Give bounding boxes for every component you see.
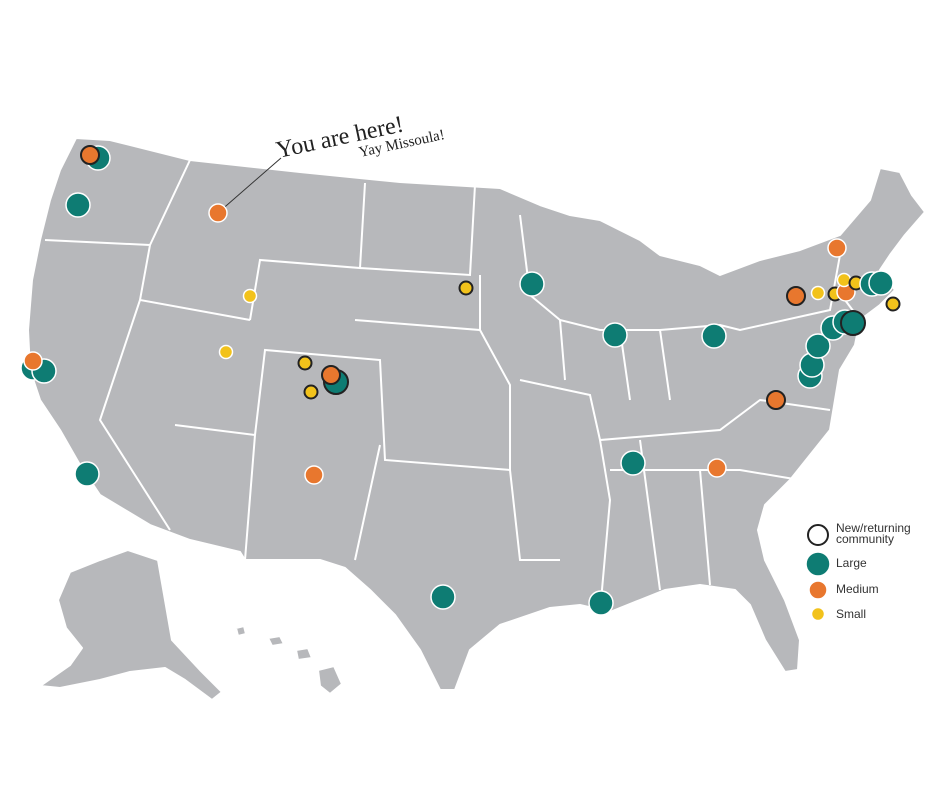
legend-label: Large	[836, 556, 867, 570]
legend-label: New/returning community	[836, 521, 911, 546]
community-dot	[458, 280, 474, 296]
land	[27, 137, 926, 701]
community-dot	[602, 322, 628, 348]
legend-label: Medium	[836, 582, 879, 596]
community-dot	[297, 355, 313, 371]
hawaii	[235, 625, 343, 695]
community-dot	[321, 365, 341, 385]
community-dot	[836, 272, 852, 288]
legend-swatch	[807, 524, 829, 546]
community-dot	[620, 450, 646, 476]
community-dot	[805, 333, 831, 359]
community-dot	[868, 270, 894, 296]
community-dot	[786, 286, 806, 306]
community-dot	[766, 390, 786, 410]
legend-swatch	[805, 551, 831, 577]
legend-swatch	[810, 606, 826, 622]
alaska	[39, 549, 223, 701]
community-dot	[303, 384, 319, 400]
state-lines	[44, 159, 861, 613]
legend-label: Small	[836, 607, 867, 621]
community-dot	[810, 285, 826, 301]
community-dot	[208, 203, 228, 223]
community-dot	[65, 192, 91, 218]
community-dot	[80, 145, 100, 165]
community-dot	[218, 344, 234, 360]
community-dot	[701, 323, 727, 349]
annotation-headline: You are here!	[274, 112, 406, 164]
community-dot	[885, 296, 901, 312]
legend-swatch	[808, 580, 828, 600]
community-dot	[827, 238, 847, 258]
community-dot	[304, 465, 324, 485]
pointer-line	[218, 157, 282, 213]
community-dots	[20, 145, 901, 616]
community-dot	[23, 351, 43, 371]
community-dot	[430, 584, 456, 610]
community-dot	[707, 458, 727, 478]
legend-marks	[805, 524, 831, 622]
community-dot	[74, 461, 100, 487]
community-dot	[840, 310, 866, 336]
community-dot	[519, 271, 545, 297]
contiguous-us	[27, 137, 926, 691]
community-dot	[242, 288, 258, 304]
community-dot	[588, 590, 614, 616]
